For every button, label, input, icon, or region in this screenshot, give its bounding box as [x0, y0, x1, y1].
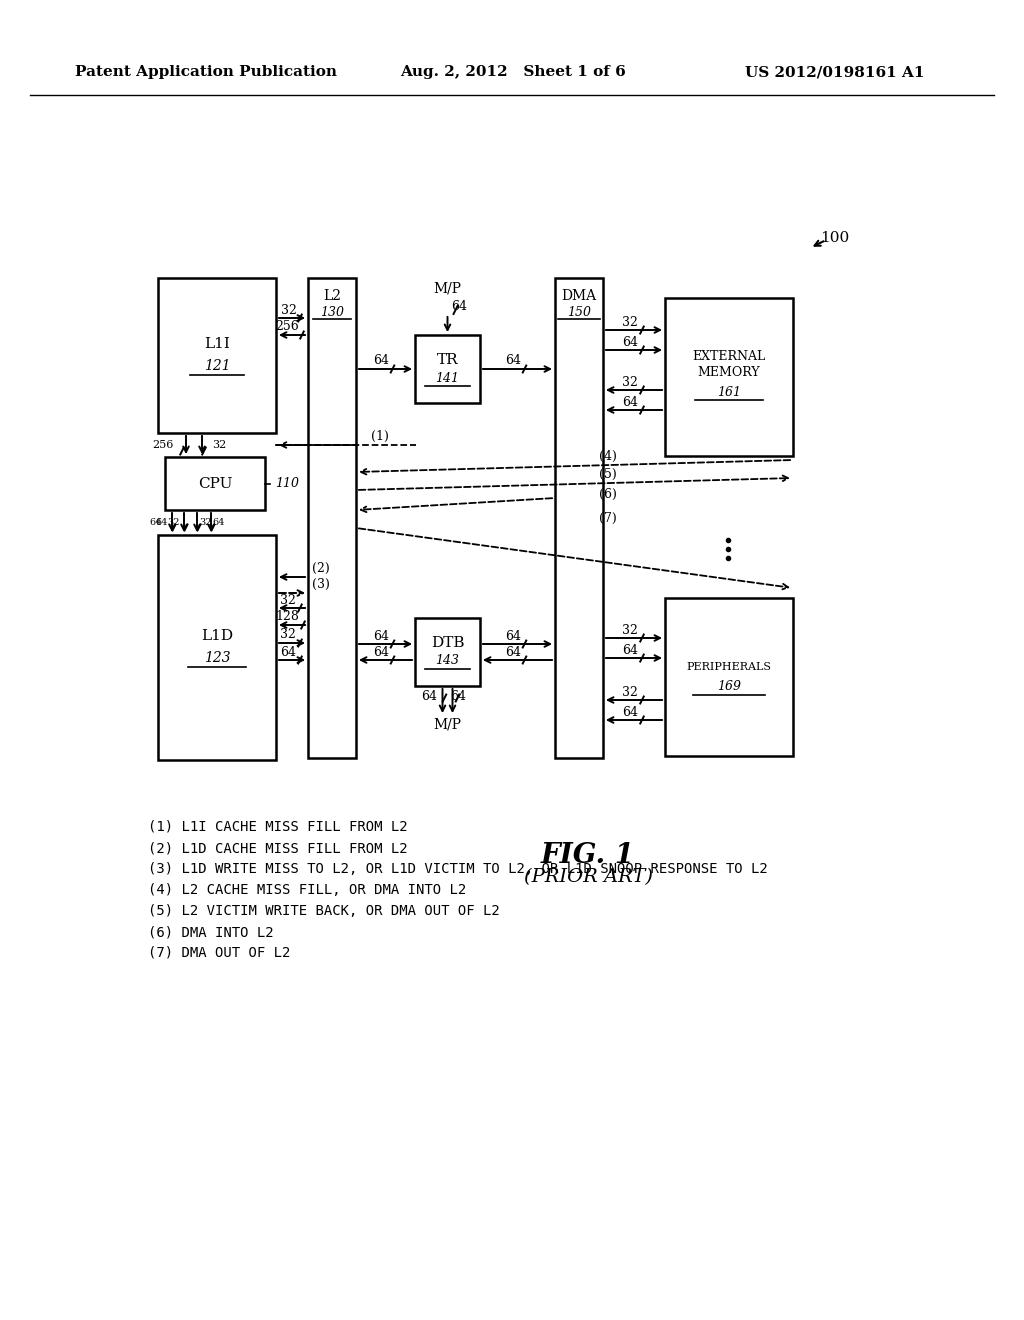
Text: 169: 169 — [717, 681, 741, 693]
Text: 64: 64 — [374, 354, 389, 367]
Text: 32: 32 — [168, 517, 180, 527]
Text: 64: 64 — [451, 689, 467, 702]
Text: (6) DMA INTO L2: (6) DMA INTO L2 — [148, 925, 273, 939]
Text: (3) L1D WRITE MISS TO L2, OR L1D VICTIM TO L2, OR L1D SNOOP RESPONSE TO L2: (3) L1D WRITE MISS TO L2, OR L1D VICTIM … — [148, 862, 768, 876]
Text: L1I: L1I — [204, 337, 230, 351]
Bar — [555, 279, 603, 758]
Text: 32: 32 — [199, 517, 211, 527]
Text: 32: 32 — [212, 440, 226, 450]
Text: (5) L2 VICTIM WRITE BACK, OR DMA OUT OF L2: (5) L2 VICTIM WRITE BACK, OR DMA OUT OF … — [148, 904, 500, 917]
Text: FIG. 1: FIG. 1 — [541, 842, 635, 869]
Text: 141: 141 — [435, 371, 460, 384]
Text: M/P: M/P — [433, 717, 462, 731]
Text: 64: 64 — [622, 705, 638, 718]
Text: 32: 32 — [280, 594, 296, 606]
Text: 64: 64 — [156, 517, 168, 527]
Text: L2: L2 — [323, 289, 341, 304]
Text: 64: 64 — [422, 689, 437, 702]
Text: 32: 32 — [280, 628, 296, 642]
Text: 64: 64 — [374, 645, 389, 659]
Text: 256: 256 — [275, 321, 299, 334]
Text: DTB: DTB — [431, 636, 464, 649]
Text: (2): (2) — [312, 561, 330, 574]
Bar — [158, 535, 276, 760]
Text: 64: 64 — [622, 396, 638, 408]
Text: 32: 32 — [281, 304, 297, 317]
Text: 64: 64 — [452, 300, 468, 313]
Bar — [415, 618, 480, 686]
Text: 256: 256 — [153, 440, 174, 450]
Text: 100: 100 — [820, 231, 849, 246]
Text: 64: 64 — [280, 645, 296, 659]
Text: 64: 64 — [150, 517, 162, 527]
Text: PERIPHERALS: PERIPHERALS — [686, 663, 771, 672]
Text: (4): (4) — [599, 450, 616, 462]
Text: 64: 64 — [506, 645, 521, 659]
Text: 64: 64 — [374, 630, 389, 643]
Text: (6): (6) — [599, 487, 616, 500]
Text: (1) L1I CACHE MISS FILL FROM L2: (1) L1I CACHE MISS FILL FROM L2 — [148, 820, 408, 834]
Text: 130: 130 — [319, 305, 344, 318]
Text: MEMORY: MEMORY — [697, 367, 760, 380]
Text: 143: 143 — [435, 655, 460, 668]
Text: 110: 110 — [275, 477, 299, 490]
Bar — [165, 457, 265, 510]
Bar — [665, 598, 793, 756]
Text: (PRIOR ART): (PRIOR ART) — [523, 869, 652, 886]
Text: DMA: DMA — [561, 289, 597, 304]
Text: 32: 32 — [622, 375, 638, 388]
Text: (7): (7) — [599, 511, 616, 524]
Text: EXTERNAL: EXTERNAL — [692, 351, 766, 363]
Text: M/P: M/P — [433, 281, 462, 294]
Text: 123: 123 — [204, 651, 230, 664]
Bar — [158, 279, 276, 433]
Text: 64: 64 — [506, 354, 521, 367]
Bar — [308, 279, 356, 758]
Text: 161: 161 — [717, 385, 741, 399]
Text: 150: 150 — [567, 305, 591, 318]
Text: Patent Application Publication: Patent Application Publication — [75, 65, 337, 79]
Text: 64: 64 — [622, 335, 638, 348]
Text: (7) DMA OUT OF L2: (7) DMA OUT OF L2 — [148, 946, 291, 960]
Text: 32: 32 — [622, 315, 638, 329]
Text: CPU: CPU — [198, 477, 232, 491]
Text: US 2012/0198161 A1: US 2012/0198161 A1 — [745, 65, 925, 79]
Text: 32: 32 — [622, 685, 638, 698]
Text: 128: 128 — [275, 610, 299, 623]
Text: 64: 64 — [506, 630, 521, 643]
Text: (1): (1) — [371, 429, 389, 442]
Text: L1D: L1D — [201, 628, 233, 643]
Text: (3): (3) — [312, 578, 330, 590]
Bar — [665, 298, 793, 455]
Text: 64: 64 — [622, 644, 638, 656]
Text: 121: 121 — [204, 359, 230, 372]
Text: TR: TR — [436, 352, 459, 367]
Text: (5): (5) — [599, 467, 616, 480]
Text: 64: 64 — [213, 517, 225, 527]
Text: (2) L1D CACHE MISS FILL FROM L2: (2) L1D CACHE MISS FILL FROM L2 — [148, 841, 408, 855]
Text: 32: 32 — [622, 623, 638, 636]
Bar — [415, 335, 480, 403]
Text: Aug. 2, 2012   Sheet 1 of 6: Aug. 2, 2012 Sheet 1 of 6 — [400, 65, 626, 79]
Text: (4) L2 CACHE MISS FILL, OR DMA INTO L2: (4) L2 CACHE MISS FILL, OR DMA INTO L2 — [148, 883, 466, 898]
